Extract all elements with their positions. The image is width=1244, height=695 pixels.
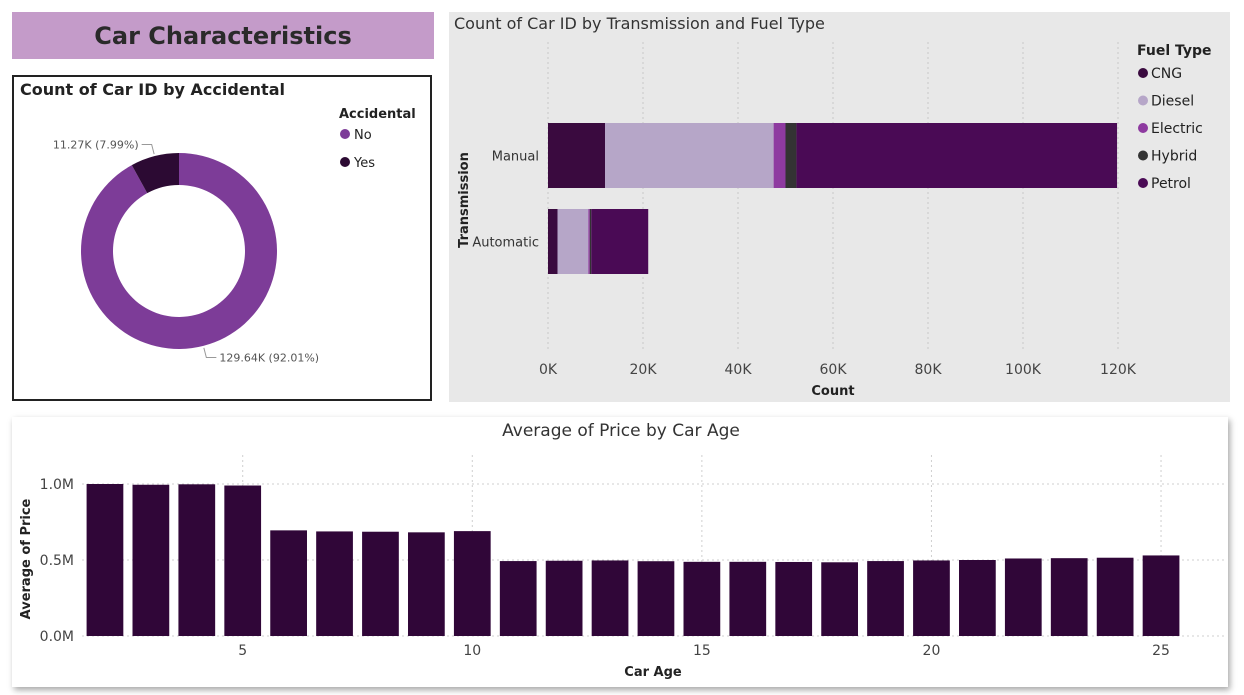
- donut-leader-no: [203, 347, 217, 359]
- col-xtick-label: 15: [693, 643, 711, 659]
- col-bar-age-2: [86, 484, 124, 636]
- col-bar-age-4: [178, 484, 216, 636]
- bar-segment-automatic-petrol: [591, 209, 649, 274]
- donut-slice-yes: [131, 153, 179, 194]
- col-bar-age-23: [1050, 558, 1088, 636]
- col-bar-age-3: [132, 484, 170, 636]
- legend-dot-yes: [340, 157, 350, 167]
- donut-label-yes: 11.27K (7.99%): [53, 138, 139, 151]
- bar-xtick-label: 80K: [915, 362, 943, 378]
- col-bar-age-11: [499, 561, 537, 636]
- legend-dot-no: [340, 129, 350, 139]
- bar-segment-automatic-electric: [588, 209, 590, 274]
- col-bar-age-10: [453, 531, 491, 636]
- legend-label-no: No: [354, 128, 372, 143]
- col-bar-age-8: [362, 531, 399, 636]
- price-by-age-chart: Average of Price by Car Age 0.0M 0.5M 1.0M…: [19, 421, 1224, 680]
- col-ytick-label: 0.0M: [40, 629, 74, 645]
- bar-segment-manual-diesel: [605, 123, 774, 188]
- bar-segment-automatic-cng: [548, 209, 558, 274]
- accidental-donut-chart: Count of Car ID by Accidental Accidental…: [20, 80, 416, 365]
- bar-xtick-label: 120K: [1100, 362, 1137, 378]
- bar-legend-title: Fuel Type: [1137, 43, 1212, 59]
- col-bar-age-15: [683, 561, 721, 636]
- col-bar-age-19: [867, 561, 904, 636]
- col-title: Average of Price by Car Age: [502, 421, 740, 441]
- legend-label-yes: Yes: [353, 156, 375, 171]
- donut-label-no: 129.64K (92.01%): [219, 352, 319, 365]
- col-ytick-label: 0.5M: [40, 553, 74, 569]
- col-bar-age-22: [1004, 558, 1042, 636]
- col-xtick-label: 5: [238, 643, 247, 659]
- legend-dot-cng: [1138, 68, 1148, 78]
- bar-xtick-label: 100K: [1005, 362, 1042, 378]
- col-bar-age-12: [545, 560, 583, 636]
- bar-segment-automatic-diesel: [557, 209, 589, 274]
- bar-category-label: Manual: [492, 150, 539, 165]
- bar-xlabel: Count: [811, 384, 854, 399]
- donut-title: Count of Car ID by Accidental: [20, 80, 285, 99]
- bar-segment-automatic-hybrid: [589, 209, 592, 274]
- col-bar-age-6: [270, 530, 307, 636]
- transmission-fuel-chart: Count of Car ID by Transmission and Fuel…: [454, 14, 1212, 399]
- legend-dot-petrol: [1138, 178, 1148, 188]
- col-ylabel: Average of Price: [19, 498, 34, 619]
- donut-leader-yes: [141, 143, 155, 155]
- legend-label-petrol: Petrol: [1151, 176, 1191, 192]
- price-by-age-panel: Average of Price by Car Age 0.0M 0.5M 1.0M…: [12, 417, 1228, 687]
- legend-label-hybrid: Hybrid: [1151, 149, 1197, 165]
- bar-category-label: Automatic: [472, 236, 539, 251]
- col-ytick-label: 1.0M: [40, 477, 74, 493]
- legend-dot-diesel: [1138, 95, 1148, 106]
- col-xtick-label: 10: [463, 643, 481, 659]
- col-xtick-label: 20: [923, 643, 941, 659]
- bar-segment-manual-hybrid: [785, 123, 797, 188]
- legend-label-cng: CNG: [1151, 66, 1182, 82]
- transmission-fuel-panel: Count of Car ID by Transmission and Fuel…: [449, 12, 1230, 402]
- bar-xtick-label: 40K: [725, 362, 753, 378]
- bar-segment-manual-electric: [773, 123, 786, 188]
- col-bar-age-9: [408, 532, 445, 636]
- donut-legend-title: Accidental: [339, 107, 416, 122]
- legend-dot-hybrid: [1138, 150, 1148, 161]
- bar-xtick-label: 60K: [820, 362, 848, 378]
- dashboard-title: Car Characteristics: [12, 12, 434, 59]
- bar-ylabel: Transmission: [457, 152, 472, 248]
- bar-xtick-label: 20K: [630, 362, 658, 378]
- legend-label-diesel: Diesel: [1151, 94, 1194, 110]
- col-bar-age-5: [224, 485, 262, 636]
- col-bar-age-21: [959, 560, 996, 636]
- donut-slice-no: [80, 153, 277, 349]
- legend-dot-electric: [1138, 123, 1148, 133]
- col-bar-age-24: [1096, 557, 1134, 636]
- col-bar-age-17: [775, 561, 813, 636]
- col-bar-age-7: [316, 531, 353, 636]
- bar-xtick-label: 0K: [539, 362, 558, 378]
- col-xlabel: Car Age: [624, 665, 682, 680]
- col-bar-age-16: [729, 561, 767, 636]
- col-bar-age-25: [1142, 555, 1180, 636]
- col-xtick-label: 25: [1152, 643, 1170, 659]
- legend-label-electric: Electric: [1151, 121, 1203, 137]
- col-bar-age-18: [821, 562, 858, 636]
- accidental-donut-panel: Count of Car ID by Accidental Accidental…: [12, 75, 432, 401]
- col-bar-age-14: [637, 561, 675, 636]
- bar-segment-manual-cng: [548, 123, 605, 188]
- col-bar-age-20: [913, 560, 950, 636]
- bar-title: Count of Car ID by Transmission and Fuel…: [454, 14, 825, 33]
- bar-segment-manual-petrol: [796, 123, 1118, 188]
- col-bar-age-13: [591, 560, 629, 636]
